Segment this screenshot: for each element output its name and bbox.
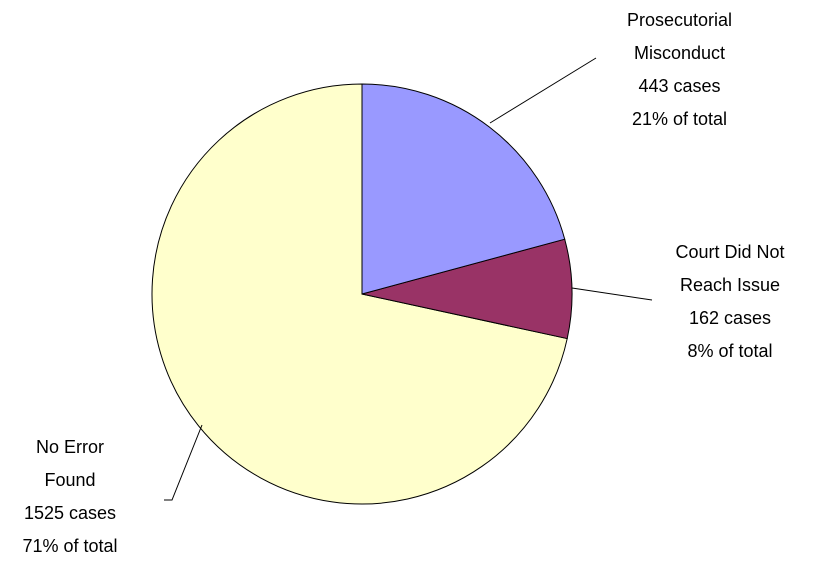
category: Prosecutorial Misconduct bbox=[626, 10, 733, 63]
leader-line bbox=[571, 287, 653, 301]
percent-label: 8% of total bbox=[687, 341, 773, 361]
slice-label: Prosecutorial Misconduct 443 cases 21% of … bbox=[612, 4, 747, 136]
value-label: 443 cases bbox=[638, 76, 721, 96]
slice-label: Court Did Not Reach Issue 162 cases 8% of … bbox=[660, 236, 800, 368]
pie-slice bbox=[361, 238, 573, 340]
category: Court Did Not Reach Issue bbox=[675, 242, 785, 295]
pie-slice bbox=[151, 83, 568, 505]
value-label: 1525 cases bbox=[23, 503, 117, 523]
percent-label: 71% of total bbox=[22, 536, 118, 556]
leader-line bbox=[164, 424, 203, 501]
pie-slice bbox=[361, 83, 566, 295]
percent-label: 21% of total bbox=[631, 109, 728, 129]
leader-line bbox=[489, 57, 597, 124]
value-label: 162 cases bbox=[688, 308, 772, 328]
slice-label: No Error Found 1525 cases 71% of total bbox=[20, 431, 120, 563]
category: No Error Found bbox=[35, 437, 104, 490]
